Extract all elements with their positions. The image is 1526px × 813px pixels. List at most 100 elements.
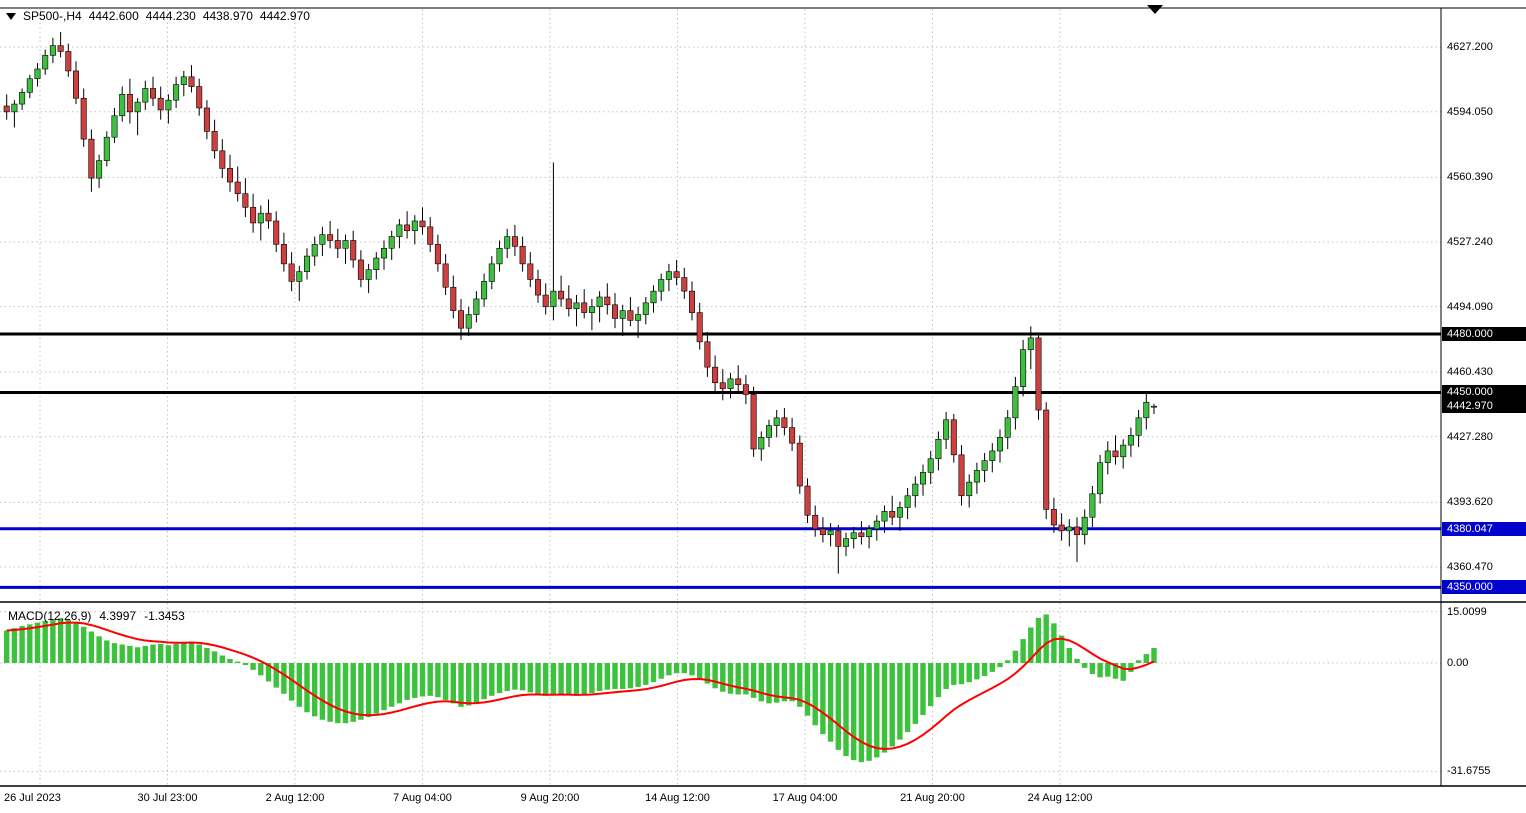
bearish-candle: [273, 220, 280, 245]
bullish-candle: [26, 78, 33, 93]
macd-histogram-bar: [866, 663, 872, 761]
macd-histogram-bar: [897, 663, 903, 740]
macd-histogram-bar: [34, 622, 41, 663]
bullish-candle: [642, 302, 649, 315]
bullish-candle: [1066, 526, 1073, 532]
bullish-candle: [180, 76, 187, 85]
macd-histogram-bar: [1043, 614, 1049, 663]
macd-histogram-bar: [789, 663, 795, 702]
bullish-candle: [504, 236, 511, 249]
bullish-candle: [488, 263, 495, 282]
macd-histogram-bar: [666, 663, 672, 676]
bearish-candle: [73, 70, 80, 99]
bullish-candle: [1151, 405, 1158, 408]
macd-histogram-bar: [250, 663, 256, 670]
macd-histogram-bar: [1097, 663, 1103, 678]
bearish-candle: [450, 286, 457, 311]
bullish-candle: [1081, 516, 1088, 536]
macd-histogram-bar: [196, 644, 202, 663]
bearish-candle: [950, 419, 957, 456]
macd-histogram-bar: [1120, 663, 1126, 681]
macd-histogram-bar: [589, 663, 595, 694]
macd-histogram-bar: [766, 663, 772, 704]
macd-histogram-bar: [1135, 660, 1142, 663]
macd-histogram-bar: [27, 624, 33, 663]
macd-histogram-bar: [889, 663, 895, 747]
bullish-candle: [1120, 444, 1127, 458]
bearish-candle: [196, 86, 203, 109]
bullish-candle: [319, 234, 326, 245]
bullish-candle: [373, 257, 380, 271]
bearish-candle: [534, 279, 541, 296]
bullish-candle: [257, 212, 264, 224]
macd-histogram-bar: [750, 663, 757, 698]
macd-histogram-bar: [1074, 658, 1080, 663]
bullish-candle: [619, 310, 626, 319]
bearish-candle: [835, 530, 842, 547]
macd-histogram-bar: [596, 663, 603, 692]
macd-histogram-bar: [389, 663, 395, 707]
macd-histogram-bar: [489, 663, 495, 696]
time-tick-label: 24 Aug 12:00: [1027, 792, 1093, 804]
macd-histogram-bar: [858, 663, 865, 763]
macd-histogram-bar: [134, 647, 141, 663]
price-tick-label: 4460.430: [1447, 366, 1493, 379]
bullish-candle: [19, 92, 26, 105]
macd-histogram-bar: [158, 643, 164, 663]
bearish-candle: [188, 76, 195, 87]
bullish-candle: [919, 472, 926, 485]
bearish-candle: [1035, 337, 1042, 411]
bearish-candle: [712, 366, 719, 384]
macd-histogram-bar: [335, 663, 341, 724]
macd-histogram-bar: [1051, 623, 1057, 663]
bullish-candle: [111, 115, 118, 138]
symbol-timeframe-label: SP500-,H4: [23, 9, 82, 23]
bullish-candle: [465, 314, 472, 329]
macd-histogram-bar: [535, 663, 541, 695]
bearish-candle: [334, 240, 341, 249]
price-tick-label: 4627.200: [1447, 41, 1493, 54]
macd-histogram-bar: [4, 630, 10, 663]
price-tick-label: 4594.050: [1447, 105, 1493, 118]
macd-tick-label: 0.00: [1447, 657, 1469, 669]
macd-histogram-bar: [173, 643, 179, 663]
bullish-candle: [635, 314, 642, 321]
macd-histogram-bar: [404, 663, 410, 700]
bullish-candle: [1097, 462, 1104, 495]
macd-histogram-bar: [720, 663, 726, 692]
price-tick-label: 4393.620: [1447, 496, 1493, 509]
bullish-candle: [973, 470, 980, 483]
macd-histogram-bar: [550, 663, 557, 695]
macd-histogram-bar: [612, 663, 618, 689]
low-value: 4438.970: [202, 9, 253, 23]
macd-histogram-bar: [935, 663, 942, 698]
bearish-candle: [742, 384, 749, 395]
macd-histogram-bar: [435, 663, 441, 698]
bearish-candle: [519, 246, 526, 265]
bullish-candle: [966, 481, 973, 497]
bullish-candle: [658, 279, 665, 292]
macd-histogram-bar: [566, 663, 572, 696]
bearish-candle: [227, 168, 234, 183]
bearish-candle: [280, 244, 287, 265]
latest-bar-marker-icon[interactable]: [1147, 5, 1163, 14]
macd-histogram-bar: [111, 643, 118, 663]
symbol-marker-icon[interactable]: [6, 13, 16, 20]
bearish-candle: [542, 294, 549, 308]
bearish-candle: [704, 341, 711, 368]
macd-histogram-bar: [150, 644, 156, 663]
macd-histogram-bar: [743, 663, 749, 695]
bearish-candle: [627, 310, 634, 321]
macd-histogram-bar: [581, 663, 587, 695]
bearish-candle: [157, 97, 164, 111]
bullish-candle: [96, 160, 103, 179]
time-tick-label: 2 Aug 12:00: [265, 792, 325, 804]
macd-histogram-bar: [851, 663, 857, 761]
macd-histogram-bar: [365, 663, 372, 718]
macd-histogram-bar: [327, 663, 333, 722]
macd-histogram-bar: [928, 663, 934, 707]
macd-histogram-bar: [1028, 627, 1034, 663]
bullish-candle: [1027, 337, 1034, 350]
